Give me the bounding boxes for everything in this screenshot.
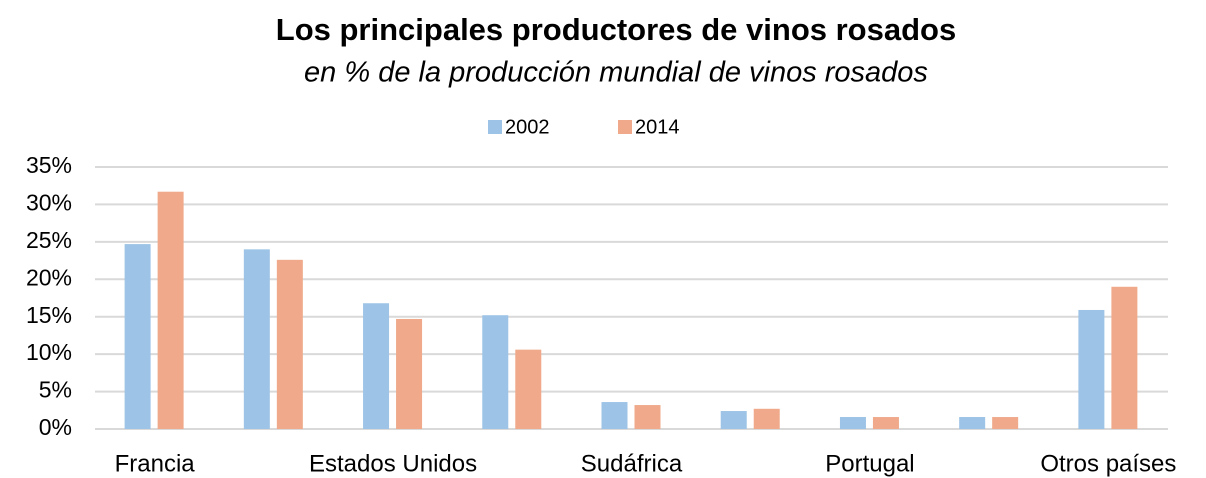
bar — [872, 417, 899, 429]
x-tick-label: Francia — [115, 450, 196, 477]
x-tick-label: Otros países — [1040, 450, 1176, 477]
bar — [363, 303, 390, 429]
bar — [992, 417, 1019, 429]
legend-swatch — [488, 120, 502, 134]
bar — [157, 191, 184, 429]
bar — [753, 408, 780, 429]
chart-title: Los principales productores de vinos ros… — [276, 12, 956, 47]
y-tick-label: 35% — [26, 152, 72, 178]
y-tick-label: 15% — [26, 302, 72, 328]
legend-label: 2014 — [635, 116, 680, 138]
bar — [1078, 309, 1105, 429]
bar — [243, 249, 270, 429]
legend-label: 2002 — [505, 116, 550, 138]
bar — [124, 244, 151, 429]
bar — [1111, 286, 1138, 429]
legend-swatch — [618, 120, 632, 134]
bar — [276, 259, 303, 429]
bar — [720, 411, 747, 429]
y-tick-label: 20% — [26, 264, 72, 290]
bar — [959, 417, 986, 429]
y-tick-label: 30% — [26, 190, 72, 216]
x-tick-label: Portugal — [825, 450, 914, 477]
bar — [482, 315, 509, 429]
y-tick-label: 10% — [26, 339, 72, 365]
bar — [634, 405, 661, 429]
y-tick-label: 0% — [39, 414, 72, 440]
y-tick-label: 25% — [26, 227, 72, 253]
chart-subtitle: en % de la producción mundial de vinos r… — [304, 57, 928, 89]
x-tick-label: Estados Unidos — [309, 450, 477, 477]
x-tick-label: Sudáfrica — [581, 450, 683, 477]
bar — [396, 318, 423, 429]
bar — [601, 402, 628, 429]
bar — [515, 349, 542, 429]
bar — [839, 417, 866, 429]
y-tick-label: 5% — [39, 377, 72, 403]
